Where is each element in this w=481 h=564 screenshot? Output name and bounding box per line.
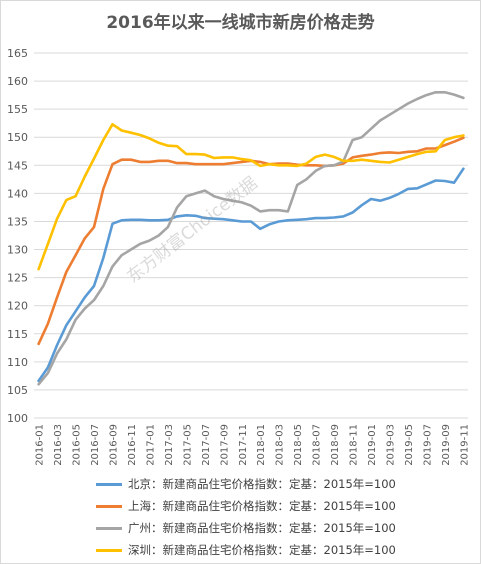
legend-item-guangzhou: 广州：新建商品住宅价格指数：定基：2015年=100 xyxy=(96,519,396,537)
y-tick-label: 120 xyxy=(7,300,28,313)
x-tick-label: 2016-05 xyxy=(72,424,83,466)
x-tick-label: 2019-09 xyxy=(441,424,452,466)
series-line-2 xyxy=(37,91,465,386)
series-line-3 xyxy=(37,123,465,271)
x-tick-label: 2017-03 xyxy=(164,424,175,466)
x-tick-label: 2016-09 xyxy=(108,424,119,466)
x-tick-label: 2016-03 xyxy=(53,424,64,466)
x-tick-label: 2017-11 xyxy=(238,424,249,466)
x-tick-label: 2017-05 xyxy=(182,424,193,466)
y-tick-label: 135 xyxy=(7,215,28,228)
x-tick-label: 2018-03 xyxy=(275,424,286,466)
y-tick-label: 160 xyxy=(7,75,28,88)
axes: 100 105 110 115 120 125 130 135 140 145 150 155 160 1… xyxy=(7,47,470,466)
chart-title: 2016年以来一线城市新房价格走势 xyxy=(106,13,375,33)
y-tick-label: 100 xyxy=(7,412,28,425)
y-tick-label: 125 xyxy=(7,272,28,285)
x-tick-label: 2019-11 xyxy=(459,424,470,466)
x-tick-label: 2016-11 xyxy=(127,424,138,466)
y-tick-label: 110 xyxy=(7,356,28,369)
legend-item-shenzhen: 深圳：新建商品住宅价格指数：定基：2015年=100 xyxy=(96,541,396,559)
y-tick-label: 150 xyxy=(7,131,28,144)
x-tick-label: 2019-03 xyxy=(386,424,397,466)
legend-label-beijing: 北京：新建商品住宅价格指数：定基：2015年=100 xyxy=(128,477,396,491)
x-tick-label: 2017-09 xyxy=(219,424,230,466)
legend-swatch-shenzhen xyxy=(96,548,122,552)
legend-item-beijing: 北京：新建商品住宅价格指数：定基：2015年=100 xyxy=(96,475,396,493)
x-tick-label: 2019-01 xyxy=(367,424,378,466)
series-lines xyxy=(37,91,465,386)
x-tick-label: 2017-01 xyxy=(145,424,156,466)
legend-swatch-beijing xyxy=(96,482,122,486)
y-tick-label: 140 xyxy=(7,187,28,200)
y-tick-label: 115 xyxy=(7,328,28,341)
x-tick-label: 2018-11 xyxy=(349,424,360,466)
series-line-0 xyxy=(37,167,465,383)
y-tick-label: 155 xyxy=(7,103,28,116)
legend-label-shenzhen: 深圳：新建商品住宅价格指数：定基：2015年=100 xyxy=(128,543,396,557)
series-line-1 xyxy=(37,136,465,346)
x-tick-label: 2017-07 xyxy=(201,424,212,466)
legend-swatch-guangzhou xyxy=(96,526,122,530)
y-tick-label: 130 xyxy=(7,244,28,257)
x-tick-label: 2019-07 xyxy=(422,424,433,466)
legend-label-guangzhou: 广州：新建商品住宅价格指数：定基：2015年=100 xyxy=(128,521,396,535)
y-tick-label: 165 xyxy=(7,47,28,60)
x-tick-label: 2018-01 xyxy=(256,424,267,466)
x-tick-label: 2018-05 xyxy=(293,424,304,466)
x-tick-label: 2016-01 xyxy=(35,424,46,466)
y-tick-label: 105 xyxy=(7,384,28,397)
x-tick-label: 2018-07 xyxy=(312,424,323,466)
legend-swatch-shanghai xyxy=(96,504,122,508)
legend-label-shanghai: 上海：新建商品住宅价格指数：定基：2015年=100 xyxy=(128,499,396,513)
x-tick-label: 2016-07 xyxy=(90,424,101,466)
x-tick-label: 2018-09 xyxy=(330,424,341,466)
legend-item-shanghai: 上海：新建商品住宅价格指数：定基：2015年=100 xyxy=(96,497,396,515)
x-tick-label: 2019-05 xyxy=(404,424,415,466)
y-tick-label: 145 xyxy=(7,159,28,172)
